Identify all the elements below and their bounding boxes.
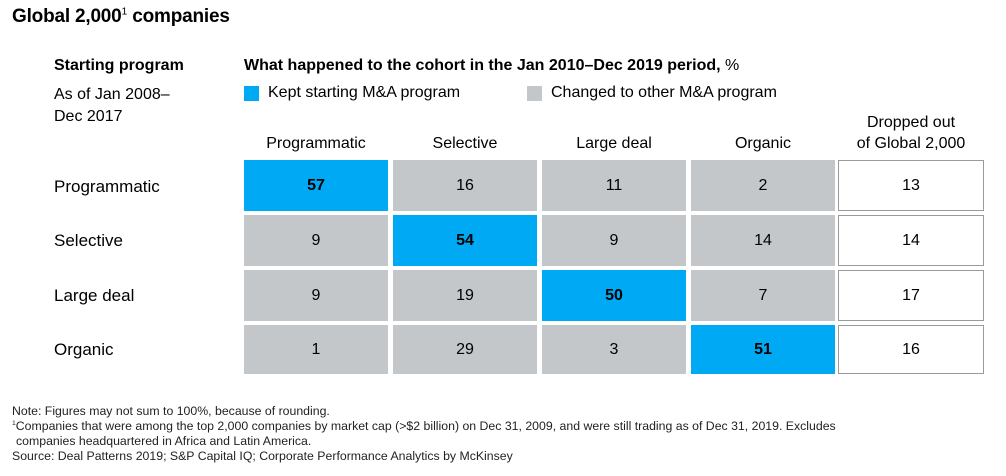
cell-programmatic-programmatic: 57 — [244, 160, 388, 211]
footnote-1: 1Companies that were among the top 2,000… — [12, 419, 836, 434]
cell-large-deal-organic: 7 — [691, 270, 835, 321]
legend-kept-label: Kept starting M&A program — [268, 84, 461, 101]
legend-kept-swatch — [244, 86, 259, 101]
cohort-heading: What happened to the cohort in the Jan 2… — [244, 57, 739, 75]
legend-changed-swatch — [527, 86, 542, 101]
cell-selective-large-deal: 9 — [542, 215, 686, 266]
subtitle-line-2: Dec 2017 — [54, 108, 123, 125]
title-footnote-ref: 1 — [121, 6, 128, 18]
cell-organic-selective: 29 — [393, 325, 537, 374]
chart-title: Global 2,0001 companies — [12, 6, 230, 28]
cell-large-deal-dropped: 17 — [838, 270, 984, 321]
cell-large-deal-large-deal: 50 — [542, 270, 686, 321]
cell-large-deal-programmatic: 9 — [244, 270, 388, 321]
cell-organic-dropped: 16 — [838, 325, 984, 374]
row-label-organic: Organic — [54, 340, 114, 359]
starting-program-heading: Starting program — [54, 57, 184, 74]
column-header-selective: Selective — [432, 135, 498, 152]
cohort-heading-text: What happened to the cohort in the Jan 2… — [244, 57, 721, 74]
cell-programmatic-organic: 2 — [691, 160, 835, 211]
dropped-header-line-1: Dropped out — [866, 114, 956, 131]
starting-program-subtitle: As of Jan 2008– Dec 2017 — [54, 84, 170, 128]
column-header-programmatic: Programmatic — [266, 135, 366, 152]
cell-selective-selective: 54 — [393, 215, 537, 266]
cell-organic-large-deal: 3 — [542, 325, 686, 374]
cell-selective-programmatic: 9 — [244, 215, 388, 266]
note-rounding: Note: Figures may not sum to 100%, becau… — [12, 404, 330, 418]
source-line: Source: Deal Patterns 2019; S&P Capital … — [12, 449, 513, 463]
cell-programmatic-selective: 16 — [393, 160, 537, 211]
subtitle-line-1: As of Jan 2008– — [54, 86, 170, 103]
footnote-1-mark: 1 — [12, 419, 16, 427]
footnotes: Note: Figures may not sum to 100%, becau… — [12, 404, 836, 464]
legend-changed-label: Changed to other M&A program — [551, 84, 777, 101]
title-suffix: companies — [127, 6, 230, 27]
cohort-heading-unit: % — [720, 57, 740, 74]
column-header-organic: Organic — [734, 135, 792, 152]
cell-large-deal-selective: 19 — [393, 270, 537, 321]
dropped-header-line-2: of Global 2,000 — [856, 135, 966, 152]
title-main: Global 2,000 — [12, 6, 122, 27]
cell-programmatic-large-deal: 11 — [542, 160, 686, 211]
cell-selective-organic: 14 — [691, 215, 835, 266]
row-label-programmatic: Programmatic — [54, 177, 160, 196]
cell-organic-programmatic: 1 — [244, 325, 388, 374]
row-label-selective: Selective — [54, 231, 123, 250]
cell-programmatic-dropped: 13 — [838, 160, 984, 211]
row-label-large-deal: Large deal — [54, 286, 135, 305]
cell-organic-organic: 51 — [691, 325, 835, 374]
footnote-1-line-1: Companies that were among the top 2,000 … — [15, 419, 836, 433]
column-header-dropped-out: Dropped out of Global 2,000 — [838, 112, 984, 154]
cell-selective-dropped: 14 — [838, 215, 984, 266]
footnote-1-line-2: companies headquartered in Africa and La… — [16, 434, 312, 448]
column-header-large-deal: Large deal — [576, 135, 652, 152]
